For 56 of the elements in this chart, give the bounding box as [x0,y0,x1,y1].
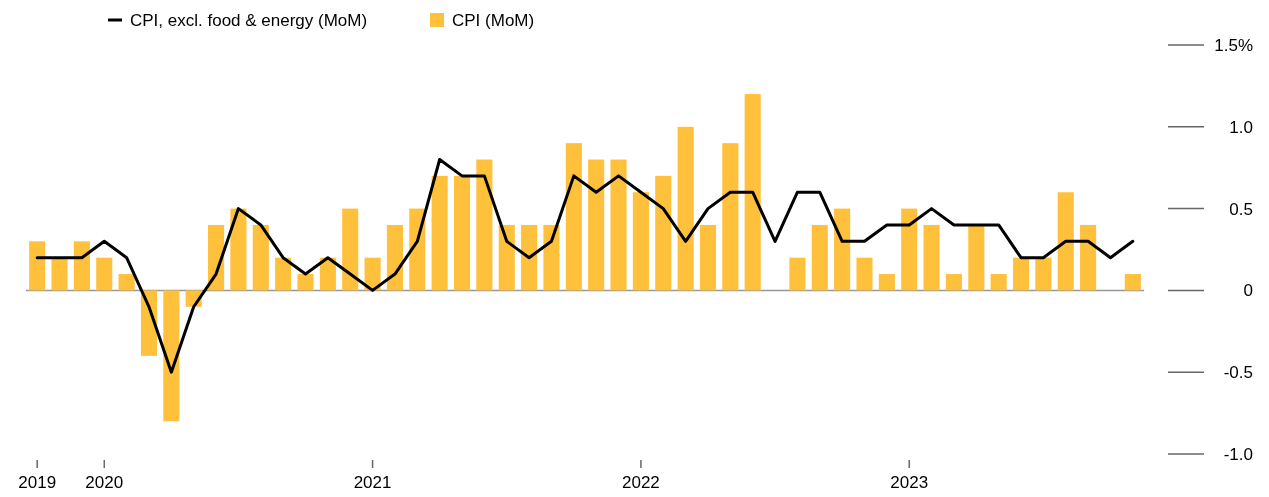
bar [789,257,806,291]
bar [543,224,560,291]
x-tick-label: 2019 [18,473,57,492]
y-tick-label: 1.5% [1214,35,1253,55]
bar [1035,257,1052,291]
bar [476,159,493,291]
x-tick-label: 2020 [85,473,124,492]
y-tick-label: -1.0 [1223,444,1253,464]
bar [699,224,717,291]
bar [230,208,247,291]
bar [51,257,68,291]
y-tick-label: 1.0 [1229,117,1253,137]
x-tick-label: 2021 [353,473,392,492]
bar [342,208,359,291]
bar [498,224,515,291]
y-tick-label: 0 [1243,281,1253,301]
bar [834,208,851,291]
bar [655,175,672,291]
bar [632,192,649,291]
bar [431,175,448,291]
bar [163,290,180,422]
x-tick-label: 2023 [890,473,929,492]
legend-label: CPI, excl. food & energy (MoM) [130,11,368,30]
x-tick-label: 2022 [621,473,660,492]
bar [297,274,314,291]
bar [73,241,90,291]
bar [252,224,269,291]
line-series [35,158,1135,374]
legend-label: CPI (MoM) [452,11,535,30]
bar [1124,274,1141,291]
y-tick-label: 0.5 [1229,199,1253,219]
bar [29,241,46,291]
bar [878,274,895,291]
bar [1012,257,1030,291]
bar [275,257,292,291]
bar [990,274,1007,291]
bar [677,126,694,291]
bar [1057,192,1074,291]
bar [923,224,940,291]
bar [744,94,761,291]
bar [118,274,135,291]
bar [96,257,113,291]
bar [521,224,538,291]
bar [588,159,605,291]
bar [453,175,471,291]
bar [565,143,582,291]
bar [945,274,962,291]
bar [811,224,828,291]
bar [386,224,403,291]
bar [901,208,918,291]
y-tick-label: -0.5 [1223,363,1253,383]
bar [968,224,985,291]
bar [610,159,627,291]
bar [856,257,873,291]
bar [722,143,739,291]
bar [1080,224,1097,291]
